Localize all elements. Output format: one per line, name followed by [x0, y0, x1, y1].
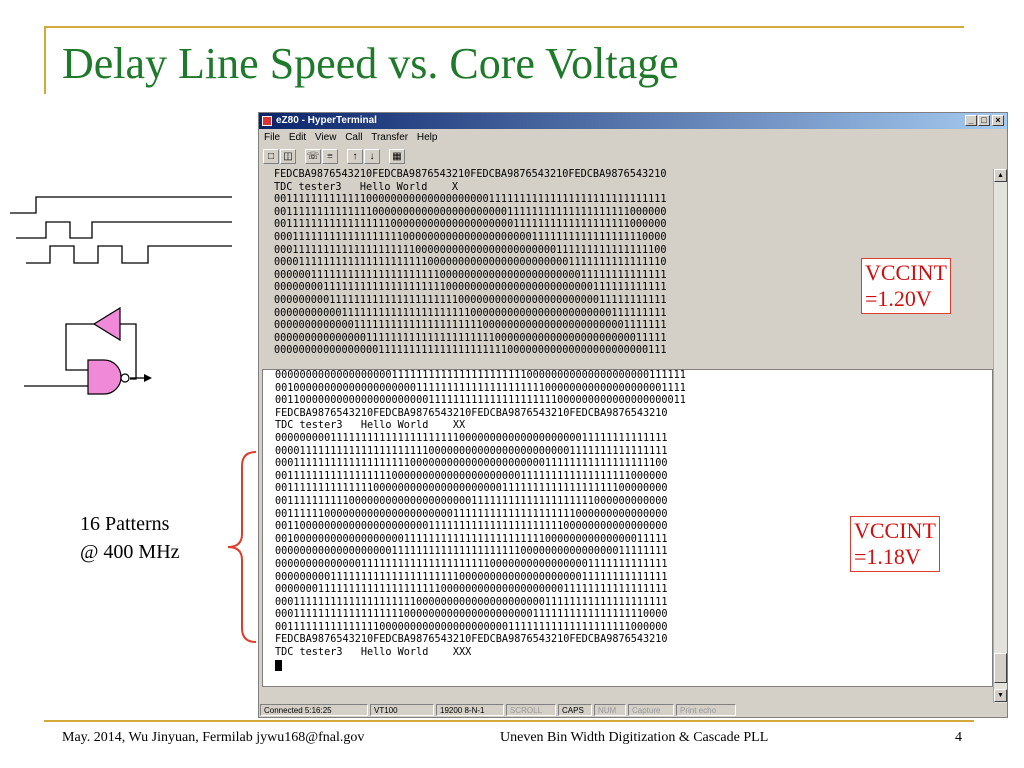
buffer-triangle-icon: [92, 306, 121, 342]
page-number: 4: [955, 730, 962, 745]
maximize-button[interactable]: □: [978, 115, 990, 126]
terminal-line: TDC tester3 Hello World XX: [275, 420, 466, 432]
window-title: eZ80 - HyperTerminal: [276, 115, 377, 126]
terminal-line: 0000111111111111111111111000000000000000…: [275, 445, 668, 457]
vccint-bottom-label: VCCINT =1.18V: [850, 516, 940, 572]
status-bar: Connected 5:16:25 VT100 19200 8-N-1 SCRO…: [260, 703, 1006, 717]
menu-file[interactable]: File: [264, 132, 281, 143]
terminal-line: 0000000000000011111111111111111111100000…: [275, 558, 668, 570]
delay-loop: [24, 323, 146, 387]
menu-transfer[interactable]: Transfer: [371, 132, 409, 143]
terminal-line: 0001111111111111111111000000000000000000…: [275, 458, 668, 470]
status-num: NUM: [594, 704, 626, 716]
menu-edit[interactable]: Edit: [288, 132, 307, 143]
terminal-line: 0010000000000000000000011111111111111111…: [275, 382, 686, 394]
terminal-line: 0000000001111111111111111111110000000000…: [275, 571, 668, 583]
send-icon[interactable]: ↑: [347, 149, 363, 164]
status-capture: Capture: [628, 704, 674, 716]
menu-bar: File Edit View Call Transfer Help: [261, 130, 440, 146]
waveform-lines: [10, 196, 232, 264]
terminal-line: 0011111111111111100000000000000000000011…: [275, 621, 668, 633]
vccint-top-label: VCCINT =1.20V: [861, 258, 951, 314]
slide-top-rule: [44, 26, 964, 28]
terminal-cursor-line: [275, 659, 992, 673]
terminal-line: 0000000011111111111111111111000000000000…: [274, 282, 667, 294]
terminal-line: 0011000000000000000000000111111111111111…: [275, 521, 668, 533]
toolbar: □ ◫ ☏ ≡ ↑ ↓ ▦: [261, 148, 1005, 166]
page-title: Delay Line Speed vs. Core Voltage: [62, 39, 679, 88]
waveform-1: [10, 196, 232, 214]
terminal-screen[interactable]: 0000000000000000000111111111111111111111…: [262, 369, 993, 687]
terminal-line: FEDCBA9876543210FEDCBA9876543210FEDCBA98…: [275, 634, 668, 646]
terminal-line: 0001111111111111111111100000000000000000…: [275, 596, 668, 608]
terminal-line: 0011111111111110000000000000000000011111…: [274, 194, 667, 206]
terminal-line: 0011111111111111000000000000000000000011…: [274, 206, 667, 218]
terminal-line: 0000000000000001111111111111111111110000…: [274, 332, 667, 344]
minimize-button[interactable]: _: [965, 115, 977, 126]
app-icon: [262, 116, 272, 126]
nand-bubble-icon: [120, 373, 130, 383]
terminal-line: 0011111111111111111000000000000000000001…: [274, 219, 667, 231]
properties-icon[interactable]: ▦: [389, 149, 405, 164]
terminal-line: 0011111111111111000000000000000000000111…: [275, 483, 668, 495]
status-print-echo: Print echo: [676, 704, 736, 716]
menu-view[interactable]: View: [314, 132, 337, 143]
terminal-line: 0011111111110000000000000000000011111111…: [275, 495, 668, 507]
status-emulation: VT100: [370, 704, 434, 716]
curly-brace-icon: [227, 451, 257, 643]
status-caps: CAPS: [558, 704, 592, 716]
waveform-2: [16, 221, 232, 239]
terminal-scrollback: FEDCBA9876543210FEDCBA9876543210FEDCBA98…: [262, 169, 993, 361]
terminal-line: 0000000001111111111111111111110000000000…: [275, 432, 668, 444]
terminal-line: 0000000000000111111111111111111111000000…: [274, 320, 667, 332]
footer-left: May. 2014, Wu Jinyuan, Fermilab jywu168@…: [62, 730, 365, 745]
terminal-line: 0001111111111111111111100000000000000000…: [274, 244, 667, 256]
waveform-3: [26, 245, 232, 264]
patterns-label: 16 Patterns @ 400 MHz: [80, 513, 180, 563]
terminal-line: 0000000000000000000111111111111111111111…: [275, 370, 686, 381]
waveform-diagram: [10, 196, 232, 395]
terminal-line: FEDCBA9876543210FEDCBA9876543210FEDCBA98…: [275, 407, 668, 419]
slide-left-rule: [44, 26, 46, 94]
terminal-line: TDC tester3 Hello World X: [274, 181, 459, 193]
status-port-settings: 19200 8-N-1: [436, 704, 504, 716]
new-file-icon[interactable]: □: [263, 149, 279, 164]
footer-rule: [44, 720, 974, 722]
terminal-line: 0000001111111111111111111110000000000000…: [274, 269, 667, 281]
open-folder-icon[interactable]: ◫: [280, 149, 296, 164]
text-cursor: [275, 659, 282, 671]
hyperterminal-window: eZ80 - HyperTerminal _ □ × File Edit Vie…: [258, 112, 1008, 718]
scroll-down-icon[interactable]: ▼: [994, 689, 1007, 702]
status-connected: Connected 5:16:25: [260, 704, 368, 716]
close-button[interactable]: ×: [992, 115, 1004, 126]
phone-icon[interactable]: ☏: [305, 149, 321, 164]
status-scroll: SCROLL: [506, 704, 556, 716]
terminal-line: 0001111111111111111110000000000000000000…: [274, 231, 667, 243]
menu-call[interactable]: Call: [345, 132, 363, 143]
terminal-line: 0011111111111111111000000000000000000000…: [275, 470, 668, 482]
terminal-line: 0000111111111111111111111000000000000000…: [274, 257, 667, 269]
terminal-line: 0011000000000000000000000111111111111111…: [275, 395, 686, 407]
arrow-head-icon: [144, 374, 152, 382]
window-titlebar[interactable]: eZ80 - HyperTerminal _ □ ×: [259, 113, 1007, 129]
terminal-line: 0010000000000000000001111111111111111111…: [275, 533, 668, 545]
receive-icon[interactable]: ↓: [364, 149, 380, 164]
terminal-line: 0001111111111111111110000000000000000000…: [275, 609, 668, 621]
terminal-line: 0000000111111111111111111110000000000000…: [275, 584, 668, 596]
terminal-line: FEDCBA9876543210FEDCBA9876543210FEDCBA98…: [274, 169, 667, 180]
scroll-thumb[interactable]: [994, 653, 1007, 683]
footer-center: Uneven Bin Width Digitization & Cascade …: [500, 730, 769, 745]
terminal-line: 0000000000000000000111111111111111111111…: [275, 546, 668, 558]
scroll-up-icon[interactable]: ▲: [994, 169, 1007, 182]
terminal-line: 0000000000000000011111111111111111111100…: [274, 345, 667, 357]
terminal-line: 0000000001111111111111111111110000000000…: [274, 294, 667, 306]
disconnect-icon[interactable]: ≡: [322, 149, 338, 164]
terminal-line: TDC tester3 Hello World XXX: [275, 647, 472, 659]
menu-help[interactable]: Help: [416, 132, 438, 143]
terminal-line: 0000000000011111111111111111111100000000…: [274, 307, 667, 319]
terminal-line: 0011111100000000000000000000011111111111…: [275, 508, 668, 520]
vertical-scrollbar[interactable]: ▲ ▼: [993, 169, 1007, 703]
nand-gate-icon: [87, 359, 122, 395]
